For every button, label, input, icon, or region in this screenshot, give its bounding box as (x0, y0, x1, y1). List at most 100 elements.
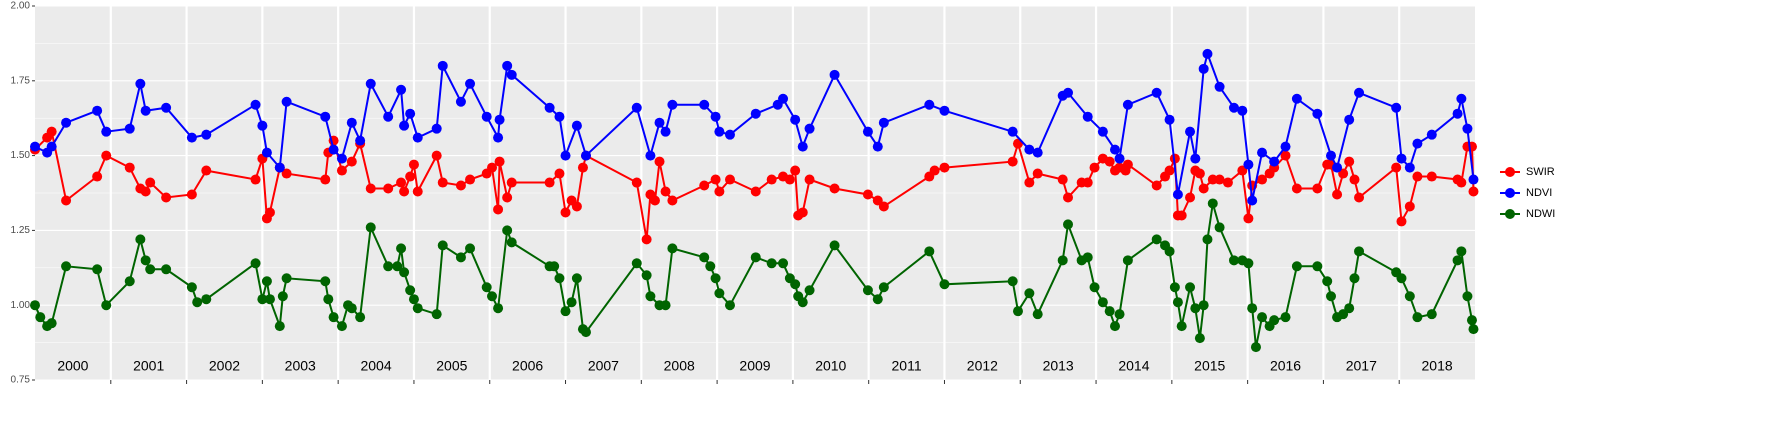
year-label: 2008 (664, 358, 695, 374)
data-point (437, 240, 448, 251)
data-point (1257, 147, 1268, 158)
data-point (502, 192, 513, 203)
data-point (939, 105, 950, 116)
data-point (281, 96, 292, 107)
year-label: 2006 (512, 358, 543, 374)
data-point (1257, 312, 1268, 323)
data-point (1426, 129, 1437, 140)
legend-point (1505, 167, 1515, 177)
data-point (1396, 273, 1407, 284)
data-point (1214, 81, 1225, 92)
data-point (161, 264, 172, 275)
year-label: 2012 (967, 358, 998, 374)
data-point (506, 237, 517, 248)
data-point (1164, 165, 1175, 176)
data-point (1024, 288, 1035, 299)
data-point (506, 177, 517, 188)
data-point (1243, 213, 1254, 224)
data-point (1332, 162, 1343, 173)
data-point (1151, 234, 1162, 245)
data-point (1214, 222, 1225, 233)
data-point (631, 258, 642, 269)
data-point (346, 156, 357, 167)
data-point (1456, 246, 1467, 257)
data-point (1057, 255, 1068, 266)
data-point (1110, 321, 1120, 332)
data-point (1257, 174, 1268, 185)
data-point (1063, 87, 1074, 98)
data-point (46, 126, 57, 137)
data-point (1198, 183, 1209, 194)
data-point (1176, 321, 1187, 332)
data-point (481, 111, 492, 122)
data-point (124, 276, 135, 287)
data-point (714, 186, 725, 197)
data-point (61, 195, 72, 206)
data-point (1024, 144, 1035, 155)
data-point (766, 174, 777, 185)
data-point (1104, 306, 1115, 317)
data-point (641, 270, 652, 281)
data-point (1228, 102, 1239, 113)
data-point (201, 129, 212, 140)
data-point (1269, 315, 1280, 326)
data-point (493, 204, 504, 215)
data-point (328, 312, 339, 323)
data-point (1354, 192, 1365, 203)
data-point (631, 177, 642, 188)
data-point (878, 117, 889, 128)
data-point (1412, 138, 1423, 149)
data-point (92, 264, 103, 275)
data-point (1243, 159, 1254, 170)
data-point (660, 126, 671, 137)
data-point (336, 153, 347, 164)
data-point (784, 174, 795, 185)
data-point (336, 321, 347, 332)
data-point (506, 69, 517, 80)
data-point (1396, 153, 1407, 164)
data-point (667, 243, 678, 254)
data-point (654, 156, 665, 167)
data-point (431, 309, 442, 320)
data-point (124, 162, 135, 173)
data-point (1097, 297, 1108, 308)
data-point (1032, 309, 1043, 320)
data-point (566, 297, 577, 308)
data-point (1291, 93, 1302, 104)
data-point (261, 147, 272, 158)
data-point (1024, 177, 1035, 188)
data-point (797, 207, 808, 218)
data-point (544, 102, 555, 113)
data-point (580, 150, 591, 161)
data-point (1185, 126, 1196, 137)
data-point (797, 297, 808, 308)
data-point (1172, 297, 1183, 308)
data-point (1082, 177, 1093, 188)
data-point (161, 192, 172, 203)
data-point (1247, 303, 1258, 314)
data-point (654, 117, 665, 128)
data-point (437, 177, 448, 188)
data-point (878, 201, 889, 212)
data-point (766, 258, 777, 269)
data-point (431, 123, 442, 134)
data-point (1456, 177, 1467, 188)
data-point (186, 132, 197, 143)
year-label: 2016 (1270, 358, 1301, 374)
data-point (274, 162, 285, 173)
data-point (1468, 186, 1479, 197)
data-point (714, 288, 725, 299)
data-point (396, 84, 407, 95)
data-point (455, 252, 466, 263)
data-point (1082, 252, 1093, 263)
data-point (645, 291, 656, 302)
data-point (250, 99, 261, 110)
data-point (1169, 282, 1180, 293)
data-point (61, 117, 72, 128)
data-point (1110, 144, 1120, 155)
data-point (383, 261, 394, 272)
data-point (161, 102, 172, 113)
data-point (355, 312, 366, 323)
data-point (455, 180, 466, 191)
